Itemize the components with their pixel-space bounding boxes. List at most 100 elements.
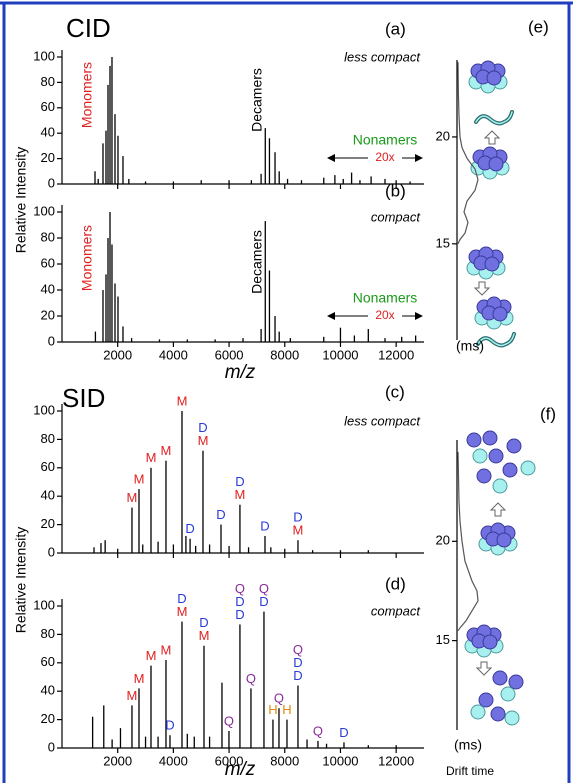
drift-caption: Drift time [446, 764, 494, 778]
annotation: 20x [375, 150, 394, 164]
peak-label: M [134, 671, 145, 686]
drift-tick-label: 15 [436, 235, 450, 250]
x-tick-label: 12000 [378, 753, 414, 768]
x-tick-label: 2000 [103, 347, 132, 362]
y-tick-label: 40 [41, 125, 55, 140]
y-tick-label: 60 [41, 99, 55, 114]
peak-label: D [260, 518, 269, 533]
panel-label: (e) [528, 17, 549, 36]
peak-label: Q [235, 581, 245, 596]
subunit [492, 670, 508, 686]
drift-trace [457, 451, 479, 632]
peak-label: D [259, 594, 268, 609]
drift-tick-label: 15 [436, 632, 450, 647]
y-tick-label: 0 [48, 544, 55, 559]
peak-label: M [146, 648, 157, 663]
peak-label: H [282, 702, 291, 717]
peak-label: Q [259, 581, 269, 596]
subunit [488, 448, 504, 464]
x-tick-label: 8000 [270, 753, 299, 768]
peak-label: D [293, 668, 302, 683]
panel-label: (d) [385, 574, 406, 593]
y-tick-label: 40 [41, 488, 55, 503]
arrow [490, 502, 506, 517]
annotation: Monomers [79, 225, 95, 291]
subtitle: less compact [344, 413, 421, 428]
complex [478, 522, 518, 556]
y-tick-label: 20 [41, 516, 55, 531]
peak-label: M [177, 393, 188, 408]
panel-label: (a) [385, 19, 406, 38]
y-tick-label: 80 [41, 431, 55, 446]
peak-label: D [198, 420, 207, 435]
subunit [508, 674, 524, 690]
peak-label: D [293, 510, 302, 525]
x-tick-label: 8000 [270, 347, 299, 362]
annotation: Decamers [249, 230, 265, 294]
y-tick-label: 80 [41, 74, 55, 89]
arrows [327, 154, 423, 320]
panel-label: (b) [385, 181, 406, 200]
annotation: Monomers [79, 62, 95, 128]
y-tick-label: 100 [33, 402, 55, 417]
drift-tick-label: 20 [436, 128, 450, 143]
subunit [500, 686, 516, 702]
y-tick-label: 60 [41, 654, 55, 669]
subunit [520, 460, 536, 476]
cartoons [464, 60, 536, 726]
y-tick-label: 0 [48, 333, 55, 348]
peak-label: D [199, 615, 208, 630]
peak-label: H [268, 702, 277, 717]
subunit [466, 432, 482, 448]
peak-label: M [161, 642, 172, 657]
panel-label: (c) [385, 382, 405, 401]
peak-label: M [134, 472, 145, 487]
y-axis-label: Relative Intensity [13, 147, 29, 254]
subunit [490, 706, 506, 722]
y-tick-label: 80 [41, 626, 55, 641]
y-tick-label: 80 [41, 229, 55, 244]
y-tick-label: 20 [41, 711, 55, 726]
subunit [476, 468, 492, 484]
complex [474, 296, 514, 330]
peak-label: D [185, 521, 194, 536]
y-tick-label: 40 [41, 281, 55, 296]
annotation: Nonamers [353, 132, 418, 148]
x-axis-label: m/z [225, 362, 256, 383]
complex [468, 60, 508, 94]
subunit [506, 438, 522, 454]
panel-label: (f) [540, 404, 556, 423]
peak-label: Q [293, 642, 303, 657]
y-tick-label: 100 [33, 48, 55, 63]
unfolded-strand [474, 110, 514, 126]
subunit [478, 692, 494, 708]
peak-label: D [165, 718, 174, 733]
subtitle: compact [371, 603, 422, 618]
peak-label: M [127, 490, 138, 505]
y-axis-label: Relative Intensity [13, 527, 29, 634]
annotation: 20x [375, 308, 394, 322]
arrow [476, 661, 492, 676]
subunit [470, 704, 486, 720]
x-axis-label: m/z [225, 759, 256, 780]
peak-label: M [198, 433, 209, 448]
y-tick-label: 60 [41, 255, 55, 270]
peak-label: D [293, 655, 302, 670]
peak-label: M [127, 688, 138, 703]
peak-label: D [216, 507, 225, 522]
subtitle: less compact [344, 49, 421, 64]
y-tick-label: 40 [41, 683, 55, 698]
subunit [502, 462, 518, 478]
peak-label: D [235, 594, 244, 609]
drift-tick-label: 20 [436, 533, 450, 548]
complex [464, 624, 504, 658]
y-tick-label: 20 [41, 307, 55, 322]
peak-label: D [177, 591, 186, 606]
peak-label: Q [313, 723, 323, 738]
peak-label: D [339, 725, 348, 740]
arrow [474, 281, 490, 296]
peak-label: M [161, 443, 172, 458]
arrow [484, 130, 500, 145]
x-tick-label: 6000 [215, 753, 244, 768]
